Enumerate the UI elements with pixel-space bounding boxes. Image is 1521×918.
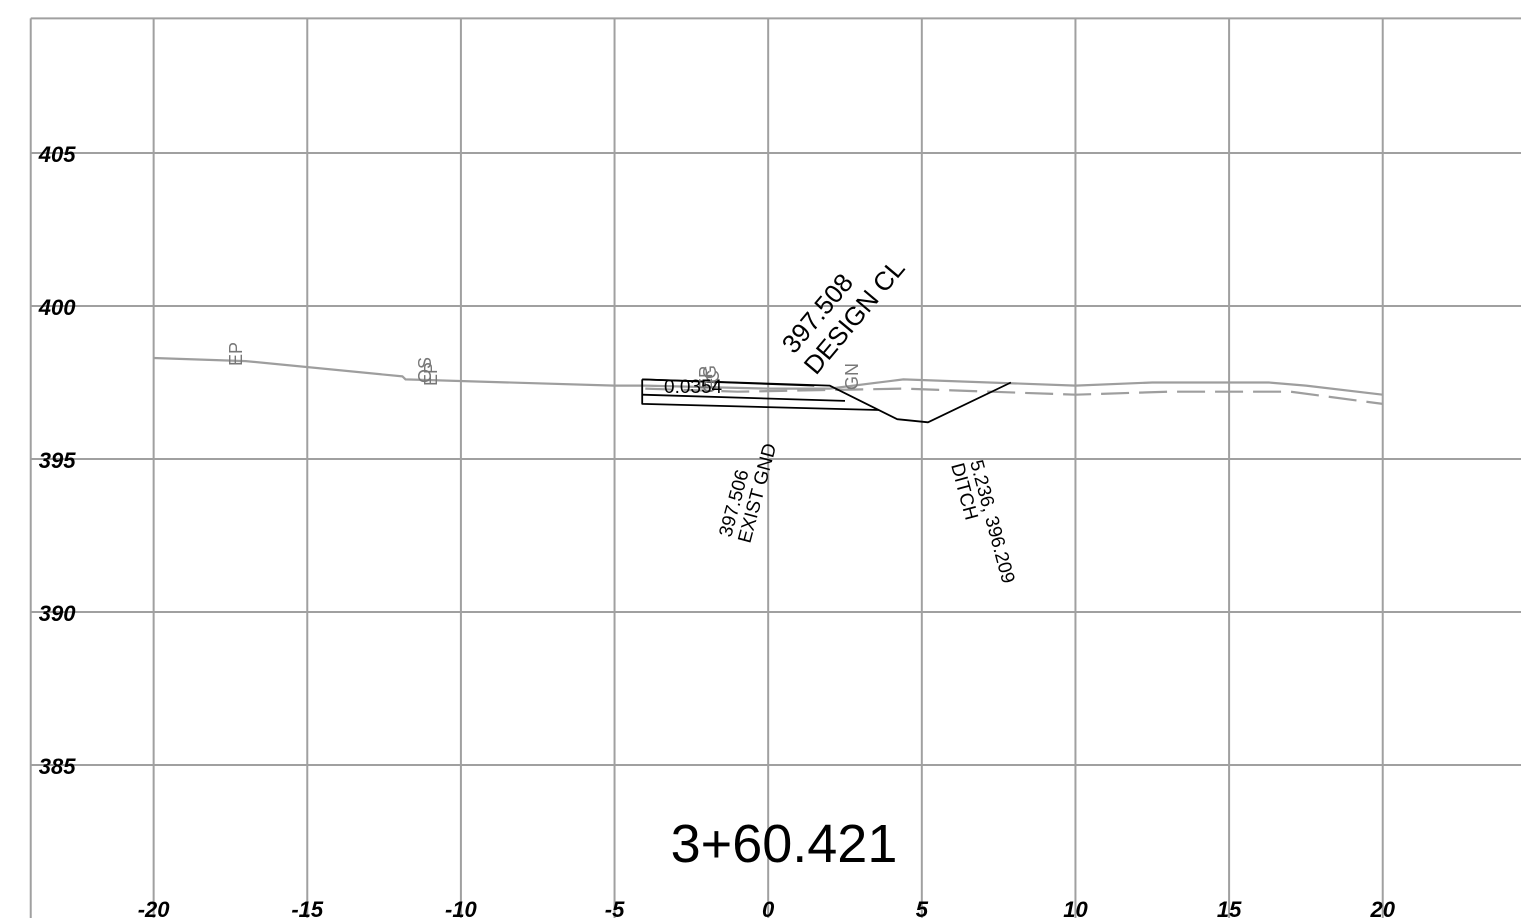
- series-layer: [153, 356, 1383, 424]
- station-title: 3+60.421: [671, 814, 898, 874]
- annotation-cl-cluster-2: OG: [700, 365, 720, 393]
- series-line-6: [642, 378, 815, 387]
- annotation-gn: GN: [842, 363, 862, 390]
- y-tick-label: 395: [39, 448, 76, 473]
- annotation-cl-cluster-3: C: [703, 370, 723, 383]
- x-tick-label: -5: [605, 897, 625, 918]
- series-line-1: [153, 356, 1383, 396]
- series-line-5: [642, 393, 846, 402]
- x-tick-label: 5: [916, 897, 929, 918]
- annotation-cl-cluster: EP: [696, 366, 716, 390]
- x-tick-label: 20: [1369, 897, 1395, 918]
- series-line-2: [645, 387, 1383, 405]
- y-tick-label: 405: [38, 142, 76, 167]
- annotation-slope: 0.0354: [664, 377, 723, 398]
- series-line-4: [641, 379, 879, 411]
- annotation-ep-left: EP: [226, 342, 246, 366]
- annotation-ditch-coords: 5.236, 396.209: [965, 458, 1018, 586]
- annotation-os-mid: OS: [415, 357, 435, 383]
- y-tick-label: 385: [39, 754, 76, 779]
- x-tick-label: 15: [1217, 897, 1242, 918]
- x-tick-label: 0: [762, 897, 775, 918]
- y-tick-label: 400: [38, 295, 76, 320]
- y-tick-label: 390: [39, 601, 76, 626]
- x-tick-label: 10: [1063, 897, 1088, 918]
- grid: [29, 17, 1521, 918]
- x-tick-label: -15: [291, 897, 324, 918]
- x-tick-label: -10: [445, 897, 478, 918]
- x-tick-label: -20: [138, 897, 171, 918]
- annotation-ep-mid: EP: [421, 362, 441, 386]
